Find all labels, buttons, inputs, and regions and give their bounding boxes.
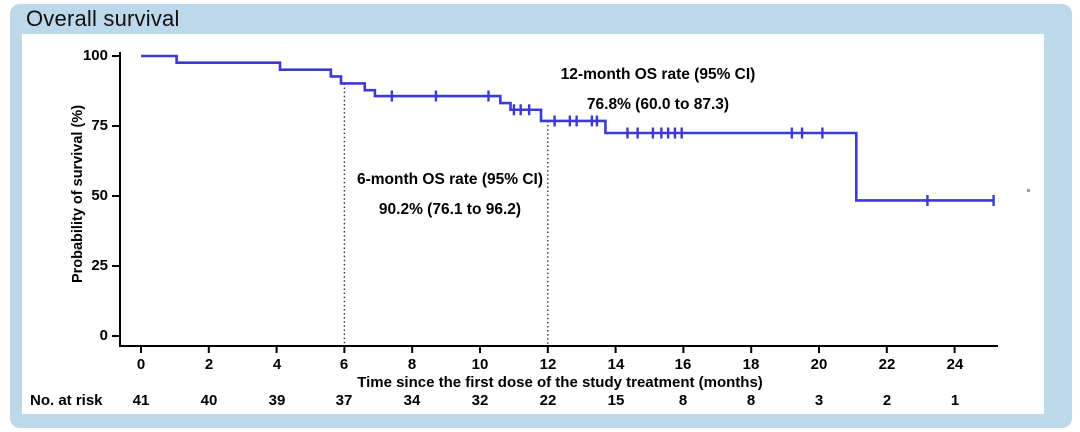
y-tick-label: 50 xyxy=(91,187,108,204)
annotation-6-month-line2: 90.2% (76.1 to 96.2) xyxy=(378,201,522,218)
x-tick-label: 14 xyxy=(607,356,625,373)
no-at-risk-value: 39 xyxy=(268,392,286,409)
no-at-risk-value: 40 xyxy=(200,392,218,409)
x-tick-label: 18 xyxy=(742,356,760,373)
annotation-12-month-line1: 12-month OS rate (95% CI) xyxy=(560,66,756,83)
reference-dotted-lines xyxy=(343,83,549,346)
x-tick-label: 6 xyxy=(339,356,349,373)
annotation-12-month-line2: 76.8% (60.0 to 87.3) xyxy=(586,96,730,113)
x-tick-label: 0 xyxy=(136,356,146,373)
y-tick-label: 75 xyxy=(91,117,108,134)
no-at-risk-value: 3 xyxy=(814,392,824,409)
no-at-risk-value: 2 xyxy=(882,392,892,409)
km-curve xyxy=(141,54,994,202)
no-at-risk-value: 32 xyxy=(471,392,489,409)
x-tick-label: 4 xyxy=(272,356,282,373)
stray-mark xyxy=(1027,189,1030,192)
no-at-risk-value: 8 xyxy=(678,392,688,409)
no-at-risk-value: 37 xyxy=(335,392,353,409)
x-tick-label: 16 xyxy=(674,356,692,373)
x-axis-title: Time since the first dose of the study t… xyxy=(357,374,763,391)
y-tick-label: 0 xyxy=(99,327,108,344)
no-at-risk-value: 22 xyxy=(539,392,557,409)
axes xyxy=(112,52,998,353)
x-tick-label: 12 xyxy=(539,356,557,373)
y-tick-label: 25 xyxy=(91,257,108,274)
x-tick-label: 8 xyxy=(407,356,417,373)
y-tick-label: 100 xyxy=(82,47,108,64)
x-tick-label: 24 xyxy=(946,356,964,373)
x-tick-label: 10 xyxy=(471,356,489,373)
no-at-risk-value: 8 xyxy=(746,392,756,409)
annotation-12-month: 12-month OS rate (95% CI) 76.8% (60.0 to… xyxy=(526,60,790,120)
annotation-6-month-line1: 6-month OS rate (95% CI) xyxy=(356,171,544,188)
annotation-6-month: 6-month OS rate (95% CI) 90.2% (76.1 to … xyxy=(318,165,582,225)
figure-title: Overall survival xyxy=(26,6,180,31)
x-tick-label: 2 xyxy=(204,356,214,373)
no-at-risk-value: 15 xyxy=(607,392,625,409)
no-at-risk-value: 41 xyxy=(132,392,150,409)
no-at-risk-label: No. at risk xyxy=(30,392,103,409)
no-at-risk-value: 34 xyxy=(403,392,421,409)
x-tick-label: 22 xyxy=(878,356,896,373)
plot-panel xyxy=(22,34,1044,414)
no-at-risk-value: 1 xyxy=(950,392,960,409)
censor-ticks xyxy=(390,90,995,206)
x-tick-label: 20 xyxy=(810,356,828,373)
